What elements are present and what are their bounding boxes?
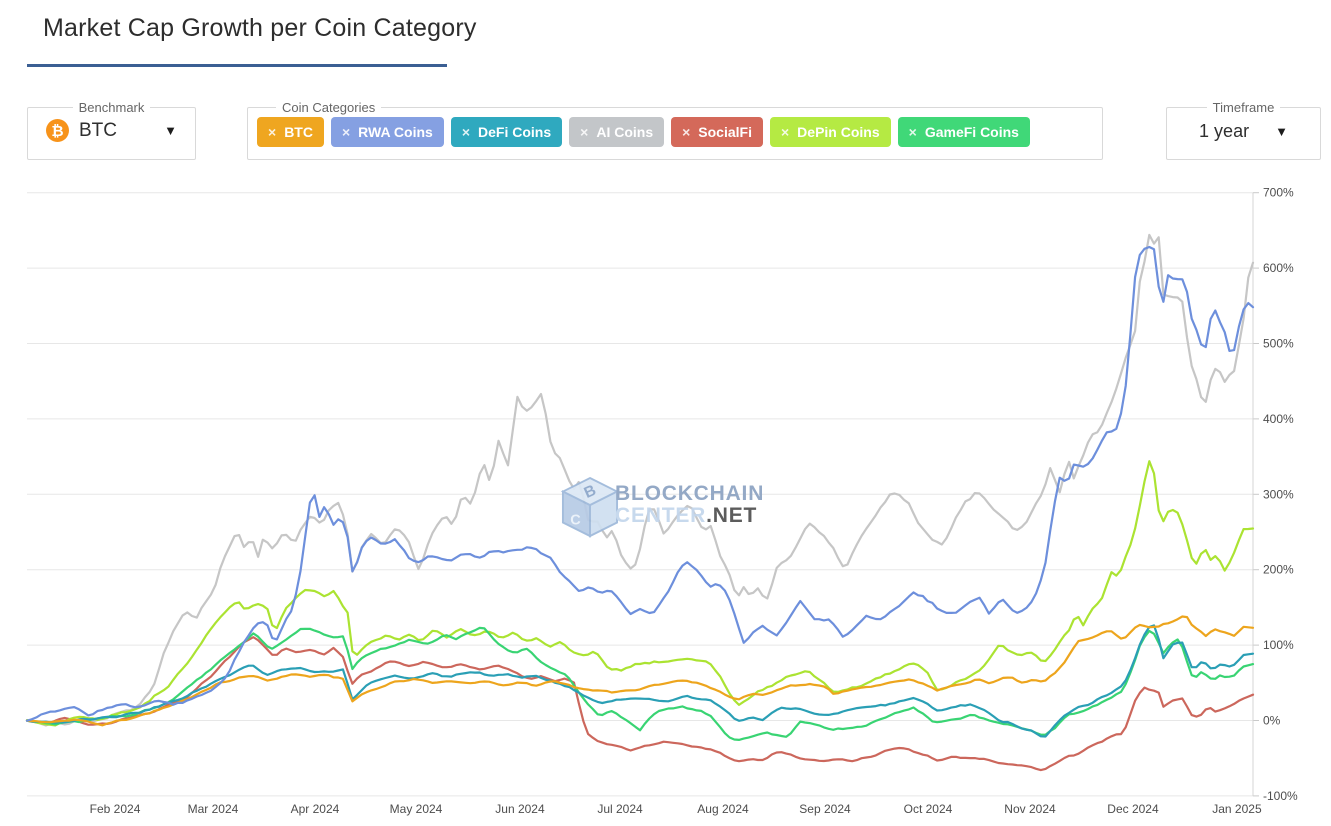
- y-axis-label: 300%: [1263, 487, 1294, 501]
- x-axis-label: Aug 2024: [697, 802, 749, 816]
- y-axis-label: 0%: [1263, 714, 1281, 728]
- benchmark-select[interactable]: ₿ BTC ▼: [36, 115, 187, 142]
- x-axis-label: Sep 2024: [799, 802, 851, 816]
- bitcoin-icon: ₿: [46, 119, 69, 142]
- coin-categories-fieldset: Coin Categories × BTC × RWA Coins × DeFi Coin…: [247, 100, 1103, 160]
- y-axis-label: 500%: [1263, 337, 1294, 351]
- tag-label: DeFi Coins: [478, 124, 552, 140]
- tag-gamefi-coins[interactable]: × GameFi Coins: [897, 117, 1030, 147]
- series-socialfi: [25, 636, 1255, 772]
- series-depin-coins: [25, 460, 1255, 727]
- timeframe-legend: Timeframe: [1212, 100, 1275, 115]
- series-ai-coins: [25, 233, 1255, 727]
- series-rwa-coins: [25, 245, 1255, 722]
- remove-icon[interactable]: ×: [341, 124, 351, 140]
- tag-label: BTC: [284, 124, 313, 140]
- timeframe-fieldset: Timeframe 1 year ▼: [1166, 100, 1321, 160]
- chevron-down-icon[interactable]: ▼: [164, 123, 177, 138]
- page-title: Market Cap Growth per Coin Category: [43, 14, 477, 42]
- coin-categories-legend: Coin Categories: [282, 100, 376, 115]
- timeframe-select[interactable]: 1 year ▼: [1175, 115, 1312, 142]
- remove-icon[interactable]: ×: [461, 124, 471, 140]
- coin-category-tags: × BTC × RWA Coins × DeFi Coins × AI Coins × Socia…: [256, 115, 1094, 147]
- x-axis-label: Dec 2024: [1107, 802, 1159, 816]
- x-axis-label: Feb 2024: [90, 802, 141, 816]
- x-axis-label: May 2024: [390, 802, 443, 816]
- x-axis-label: Nov 2024: [1004, 802, 1056, 816]
- timeframe-value: 1 year: [1199, 121, 1250, 141]
- remove-icon[interactable]: ×: [268, 124, 277, 140]
- tag-depin-coins[interactable]: × DePin Coins: [769, 117, 891, 147]
- x-axis-label: Apr 2024: [291, 802, 340, 816]
- remove-icon[interactable]: ×: [580, 124, 589, 140]
- chevron-down-icon[interactable]: ▼: [1275, 124, 1288, 139]
- y-axis-label: 600%: [1263, 261, 1294, 275]
- chart-plot-area: 700% 600% 500% 400% 300% 200% 100% 0% -100% Feb 2…: [25, 186, 1298, 816]
- x-axis-label: Jun 2024: [495, 802, 545, 816]
- tag-ai-coins[interactable]: × AI Coins: [569, 117, 665, 147]
- y-axis-label: -100%: [1263, 789, 1298, 803]
- tag-label: DePin Coins: [797, 124, 880, 140]
- x-axis-label: Jan 2025: [1212, 802, 1262, 816]
- benchmark-fieldset: Benchmark ₿ BTC ▼: [27, 100, 196, 160]
- series-defi-coins: [25, 624, 1255, 738]
- x-axis-label: Oct 2024: [904, 802, 953, 816]
- series-btc: [25, 615, 1255, 727]
- tag-label: AI Coins: [596, 124, 654, 140]
- benchmark-value: BTC: [79, 119, 117, 141]
- remove-icon[interactable]: ×: [780, 124, 790, 140]
- tag-label: GameFi Coins: [924, 124, 1019, 140]
- y-axis-label: 100%: [1263, 638, 1294, 652]
- market-cap-growth-chart: 700% 600% 500% 400% 300% 200% 100% 0% -100% Feb 2…: [0, 180, 1331, 826]
- x-axis-label: Jul 2024: [597, 802, 643, 816]
- tag-defi-coins[interactable]: × DeFi Coins: [450, 117, 563, 147]
- remove-icon[interactable]: ×: [682, 124, 691, 140]
- tag-btc[interactable]: × BTC: [257, 117, 324, 147]
- y-axis-label: 700%: [1263, 186, 1294, 200]
- remove-icon[interactable]: ×: [908, 124, 917, 140]
- title-underline: [27, 64, 447, 67]
- benchmark-legend: Benchmark: [78, 100, 145, 115]
- y-axis-label: 200%: [1263, 563, 1294, 577]
- tag-label: RWA Coins: [358, 124, 433, 140]
- tag-rwa-coins[interactable]: × RWA Coins: [330, 117, 444, 147]
- y-axis-label: 400%: [1263, 412, 1294, 426]
- x-axis-label: Mar 2024: [188, 802, 239, 816]
- tag-socialfi[interactable]: × SocialFi: [671, 117, 763, 147]
- tag-label: SocialFi: [698, 124, 752, 140]
